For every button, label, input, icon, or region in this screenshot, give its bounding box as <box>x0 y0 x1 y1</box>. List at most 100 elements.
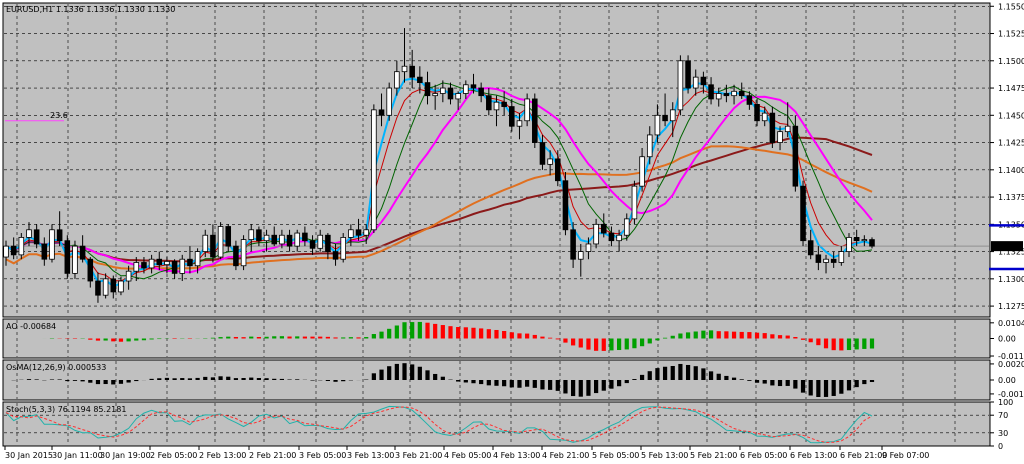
x-tick-label: 9 Feb 07:00 <box>882 451 929 460</box>
candle <box>371 109 377 231</box>
candle <box>470 84 477 89</box>
candle <box>769 112 776 143</box>
candle <box>102 278 109 296</box>
osma-tick-label: 0.00 <box>998 376 1016 385</box>
x-tick-label: 6 Feb 05:00 <box>740 451 787 460</box>
candle <box>10 245 17 256</box>
y-tick-label: 1.1375 <box>998 193 1024 202</box>
candle <box>26 229 32 238</box>
candle <box>386 87 392 116</box>
candle <box>761 112 768 122</box>
x-tick-label: 3 Feb 21:00 <box>395 451 442 460</box>
candle <box>501 101 507 107</box>
candle <box>263 234 270 242</box>
candle <box>133 262 140 272</box>
x-tick-label: 2 Feb 21:00 <box>249 451 296 460</box>
x-tick-label: 5 Feb 13:00 <box>641 451 688 460</box>
candle <box>49 229 55 260</box>
candle <box>233 245 239 267</box>
candle <box>294 232 300 247</box>
current-price-label: 1.1330 <box>994 242 1022 251</box>
stoch-tick-label: 30 <box>998 429 1008 438</box>
x-tick-label: 30 Jan 19:00 <box>100 451 151 460</box>
candle <box>784 125 791 133</box>
candle <box>723 93 730 97</box>
candle <box>156 258 163 266</box>
candle <box>18 237 25 256</box>
fib-label: 23.6 <box>50 111 68 120</box>
candle <box>187 258 193 267</box>
osma-title: OsMA(12,26,9) 0.000533 <box>6 363 106 372</box>
y-tick-label: 1.1325 <box>998 248 1024 257</box>
candle <box>754 103 760 122</box>
candle <box>432 93 438 97</box>
candle <box>110 278 117 293</box>
candle <box>217 226 224 258</box>
candle <box>669 109 676 122</box>
x-tick-label: 4 Feb 13:00 <box>493 451 540 460</box>
candle <box>593 223 599 245</box>
candle <box>256 229 262 242</box>
x-tick-label: 3 Feb 05:00 <box>299 451 346 460</box>
candle <box>524 98 530 122</box>
main-panel <box>2 2 991 318</box>
candle <box>141 262 147 269</box>
osma-tick-label: 0.00201 <box>998 360 1024 369</box>
x-tick-label: 3 Feb 13:00 <box>347 451 394 460</box>
candle <box>838 251 845 263</box>
candle <box>417 76 423 83</box>
candle <box>493 101 500 111</box>
x-tick-label: 6 Feb 21:00 <box>840 451 887 460</box>
candle <box>547 158 553 165</box>
candle <box>715 93 722 100</box>
candle <box>148 258 155 269</box>
candle <box>685 60 691 89</box>
candle <box>708 84 714 100</box>
candle <box>631 185 638 220</box>
candle <box>570 229 576 260</box>
candle <box>600 223 607 234</box>
stoch-main-line <box>5 405 873 444</box>
candle <box>401 65 408 73</box>
y-tick-label: 1.1450 <box>998 111 1024 120</box>
candle <box>639 156 645 187</box>
candle <box>309 240 316 249</box>
y-tick-label: 1.1550 <box>998 2 1024 11</box>
candle <box>677 60 684 111</box>
candle <box>861 239 868 242</box>
candle <box>240 239 247 267</box>
ao-tick-label: 0.01045 <box>998 319 1024 328</box>
candle <box>815 254 822 263</box>
candle <box>555 158 561 182</box>
candle <box>486 95 492 111</box>
candle <box>95 280 101 296</box>
candle <box>830 258 837 263</box>
candle <box>700 76 707 86</box>
current-price-box <box>991 241 1023 252</box>
ma-green <box>5 82 873 280</box>
y-tick-label: 1.1300 <box>998 275 1024 284</box>
candle <box>363 229 369 236</box>
candle <box>409 65 415 78</box>
candle <box>562 180 569 231</box>
candle <box>248 229 255 240</box>
candle <box>516 120 523 127</box>
candle <box>478 87 484 97</box>
candle <box>41 243 48 260</box>
candle <box>662 114 668 122</box>
y-tick-label: 1.1475 <box>998 84 1024 93</box>
candle <box>539 142 546 165</box>
candle <box>807 240 814 256</box>
candle <box>210 234 216 258</box>
candle <box>532 98 538 143</box>
candle <box>654 114 661 136</box>
candle <box>3 245 9 258</box>
candle <box>225 226 232 247</box>
candle <box>279 234 285 245</box>
y-tick-label: 1.1525 <box>998 30 1024 39</box>
candle <box>118 280 124 293</box>
candle <box>378 109 385 116</box>
candle <box>64 240 71 274</box>
candle <box>202 234 209 252</box>
